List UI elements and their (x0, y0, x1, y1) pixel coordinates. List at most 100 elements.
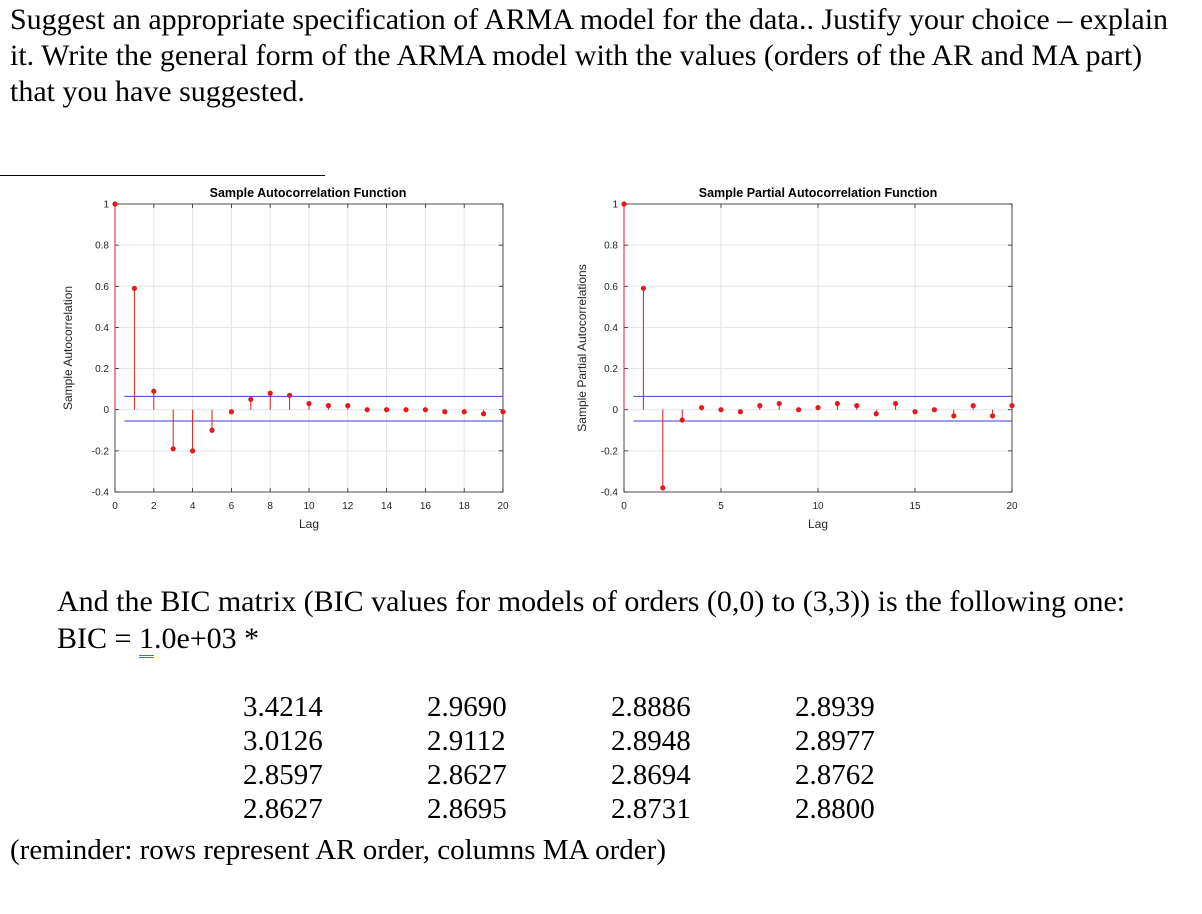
y-tick-label: 0.2 (95, 364, 109, 375)
stem-marker (970, 403, 976, 409)
y-tick-label: -0.4 (601, 488, 619, 499)
bic-label: BIC = (57, 622, 132, 655)
stem-marker (796, 407, 802, 413)
stem-marker (737, 409, 743, 415)
stem-marker (287, 392, 293, 398)
chart-title: Sample Partial Autocorrelation Function (699, 186, 937, 200)
x-tick-label: 15 (909, 501, 921, 512)
stem-marker (640, 285, 646, 291)
x-tick-label: 0 (112, 501, 118, 512)
y-tick-label: 1 (612, 200, 618, 211)
y-tick-label: 0.4 (95, 323, 109, 334)
bic-row: 3.4214 2.9690 2.8886 2.8939 (243, 690, 979, 724)
stem-marker (422, 407, 428, 413)
bic-cell: 2.8939 (795, 691, 875, 723)
stem-marker (481, 411, 487, 417)
y-tick-label: 0.6 (95, 282, 109, 293)
bic-matrix: 3.4214 2.9690 2.8886 2.8939 3.0126 2.911… (243, 690, 979, 826)
y-axis-label: Sample Autocorrelation (61, 286, 75, 410)
stem-marker (228, 409, 234, 415)
stem-marker (403, 407, 409, 413)
bic-intro: And the BIC matrix (BIC values for model… (57, 583, 1187, 658)
stem-marker (267, 390, 273, 396)
bic-cell: 3.4214 (243, 691, 323, 723)
y-tick-label: 0.2 (604, 364, 618, 375)
y-tick-label: 0.8 (95, 241, 109, 252)
y-tick-label: -0.2 (92, 446, 110, 457)
stem-marker (364, 407, 370, 413)
y-tick-label: 0 (612, 405, 618, 416)
stem-marker (679, 417, 685, 423)
bic-multiplier-underlined: 1 (138, 622, 154, 658)
x-tick-label: 5 (718, 501, 724, 512)
stem-marker (990, 413, 996, 419)
stem-marker (461, 409, 467, 415)
stem-marker (384, 407, 390, 413)
stem-marker (873, 411, 879, 417)
x-tick-label: 16 (420, 501, 432, 512)
stem-marker (951, 413, 957, 419)
bic-multiplier: 1.0e+03 * (138, 622, 260, 658)
x-tick-label: 10 (812, 501, 824, 512)
bic-cell: 2.9112 (427, 725, 506, 757)
y-tick-label: 1 (103, 200, 109, 211)
stem-marker (621, 201, 627, 207)
stem-marker (112, 201, 118, 207)
x-tick-label: 20 (1006, 501, 1018, 512)
stem-marker (931, 407, 937, 413)
x-tick-label: 20 (497, 501, 509, 512)
stem-marker (325, 403, 331, 409)
bic-cell: 2.8695 (427, 793, 507, 825)
bic-multiplier-rest: .0e+03 * (153, 622, 260, 655)
stem-marker (306, 400, 312, 407)
x-tick-label: 2 (151, 501, 157, 512)
y-tick-label: 0 (103, 405, 109, 416)
pacf-chart: 0 5 10 15 20 -0.4 -0.2 0 0.2 0.4 0.6 0.8 1 Sample Par… (575, 186, 1018, 531)
stem-marker (345, 403, 351, 409)
y-tick-label: -0.2 (601, 446, 619, 457)
bic-cell: 2.8762 (795, 759, 875, 791)
bic-row: 2.8627 2.8695 2.8731 2.8800 (243, 792, 979, 826)
question-text: Suggest an appropriate specification of … (10, 3, 1169, 108)
stem-marker (834, 400, 840, 407)
stem-marker (131, 285, 137, 291)
stem-marker (500, 409, 506, 415)
stem-marker (190, 448, 196, 454)
x-tick-label: 8 (267, 501, 273, 512)
separator-line (0, 175, 325, 176)
stem-marker (699, 405, 705, 411)
y-axis-label: Sample Partial Autocorrelations (575, 264, 589, 431)
reminder-text: (reminder: rows represent AR order, colu… (10, 834, 666, 866)
x-axis-label: Lag (808, 517, 828, 531)
stem-marker (893, 400, 899, 407)
bic-cell: 2.8886 (611, 691, 691, 723)
bic-cell: 2.8597 (243, 759, 323, 791)
bic-cell: 3.0126 (243, 725, 323, 757)
bic-row: 3.0126 2.9112 2.8948 2.8977 (243, 724, 979, 758)
y-tick-label: -0.4 (92, 488, 110, 499)
stem-marker (209, 427, 215, 433)
y-tick-label: 0.4 (604, 323, 618, 334)
stem-marker (660, 485, 666, 491)
bic-intro-text: And the BIC matrix (BIC values for model… (57, 585, 1126, 618)
stem-marker (815, 405, 821, 411)
bic-cell: 2.8731 (611, 793, 691, 825)
stem-marker (151, 388, 157, 394)
x-tick-label: 18 (459, 501, 471, 512)
stem-marker (854, 403, 860, 409)
stem-marker (757, 403, 763, 409)
bic-cell: 2.8694 (611, 759, 691, 791)
y-tick-label: 0.6 (604, 282, 618, 293)
bic-cell: 2.8948 (611, 725, 691, 757)
x-tick-label: 10 (303, 501, 315, 512)
x-tick-label: 4 (190, 501, 196, 512)
bic-cell: 2.8800 (795, 793, 875, 825)
bic-cell: 2.8627 (427, 759, 507, 791)
stem-marker (170, 446, 176, 452)
x-tick-label: 0 (621, 501, 627, 512)
stem-marker (1009, 403, 1015, 409)
stem-marker (776, 400, 782, 407)
stem-marker (912, 409, 918, 415)
bic-cell: 2.8627 (243, 793, 323, 825)
x-tick-label: 14 (381, 501, 393, 512)
